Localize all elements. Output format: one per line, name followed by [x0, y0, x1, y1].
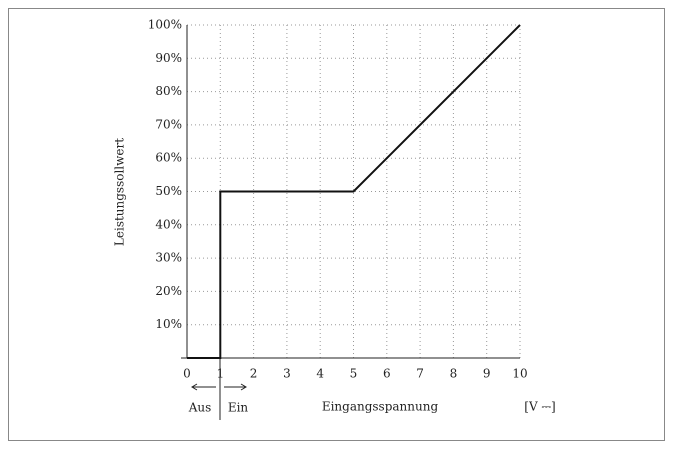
x-tick-label: 7: [416, 367, 424, 381]
arrow: [191, 383, 216, 391]
x-tick-label: 9: [483, 367, 491, 381]
y-tick-label: 80%: [155, 84, 182, 98]
y-tick-label: 50%: [155, 184, 182, 198]
x-tick-label: 10: [512, 367, 527, 381]
arrow: [224, 383, 247, 391]
line: [187, 24, 521, 359]
annotation: Ein: [228, 401, 249, 415]
x-tick-label: 3: [283, 367, 291, 381]
y-tick-label: 60%: [155, 151, 182, 165]
x-tick-label: 0: [183, 367, 191, 381]
x-axis-label: Eingangsspannung: [322, 400, 439, 414]
y-tick-label: 70%: [155, 117, 182, 131]
y-tick-label: 40%: [155, 217, 182, 231]
y-tick-label: 30%: [155, 251, 182, 265]
x-tick-label: 6: [383, 367, 391, 381]
y-tick-label: 90%: [155, 51, 182, 65]
annotation: Aus: [188, 401, 212, 415]
x-tick-label: 4: [316, 367, 324, 381]
x-tick-label: 8: [450, 367, 458, 381]
y-tick-label: 100%: [148, 18, 182, 32]
y-tick-label: 10%: [155, 317, 182, 331]
frame: [8, 8, 665, 441]
x-tick-label: 5: [350, 367, 358, 381]
y-axis-label: Leistungssollwert: [113, 138, 127, 246]
x-tick-label: 2: [250, 367, 258, 381]
y-tick-label: 20%: [155, 284, 182, 298]
unit-label: [V ⎓]: [524, 400, 555, 414]
